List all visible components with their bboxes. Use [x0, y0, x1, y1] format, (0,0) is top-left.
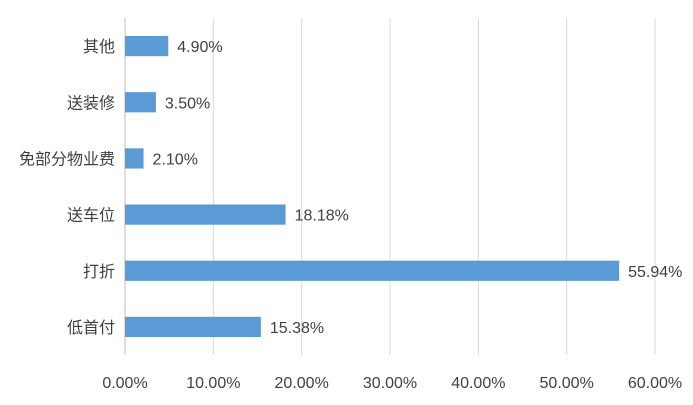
category-label: 低首付 — [67, 318, 115, 337]
data-label: 18.18% — [295, 208, 349, 225]
x-tick-label: 50.00% — [540, 375, 594, 392]
data-labels: 4.90% 3.50% 2.10% 18.18% 55.94% 15.38% — [153, 39, 683, 337]
x-tick-label: 20.00% — [275, 375, 329, 392]
x-tick-label: 0.00% — [102, 375, 147, 392]
x-tick-labels: 0.00% 10.00% 20.00% 30.00% 40.00% 50.00% 60.00… — [102, 375, 682, 392]
category-label: 送车位 — [67, 206, 115, 225]
bar — [125, 316, 261, 338]
x-tick-label: 60.00% — [628, 375, 682, 392]
bars — [125, 35, 620, 338]
data-label: 3.50% — [165, 95, 210, 112]
bar — [125, 35, 169, 57]
bar — [125, 260, 620, 281]
bar — [125, 204, 286, 225]
data-label: 2.10% — [153, 151, 198, 168]
data-label: 15.38% — [270, 320, 324, 337]
data-label: 55.94% — [628, 264, 682, 281]
gridlines — [124, 18, 656, 355]
category-label: 免部分物业费 — [19, 149, 115, 168]
bar — [125, 148, 144, 169]
category-label: 其他 — [83, 37, 115, 56]
bar — [125, 92, 156, 113]
x-tick-label: 30.00% — [363, 375, 417, 392]
category-label: 送装修 — [67, 93, 115, 112]
data-label: 4.90% — [177, 39, 222, 56]
category-label: 打折 — [83, 262, 115, 281]
x-tick-label: 40.00% — [451, 375, 505, 392]
x-tick-label: 10.00% — [186, 375, 240, 392]
